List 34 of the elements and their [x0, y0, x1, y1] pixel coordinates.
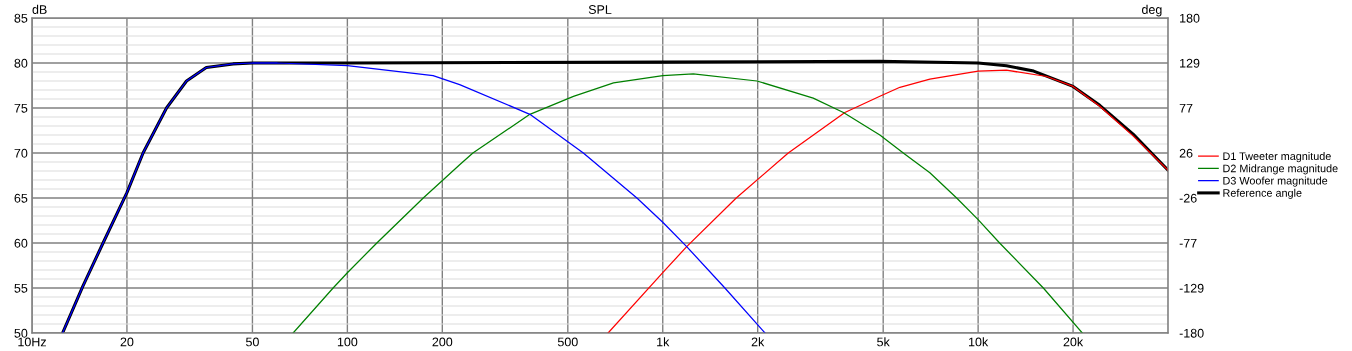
y-tick-label: 75	[14, 103, 28, 113]
y-tick-label: 55	[14, 283, 28, 293]
x-tick-label: 20	[120, 337, 134, 347]
x-tick-label: 1k	[657, 337, 670, 347]
x-tick-label: 10Hz	[18, 337, 46, 347]
legend-label: Reference angle	[1223, 188, 1302, 199]
y2-tick-label: 77	[1179, 103, 1193, 113]
legend-label: D2 Midrange magnitude	[1223, 164, 1338, 175]
y2-tick-label: 180	[1180, 13, 1200, 23]
legend-label: D3 Woofer magnitude	[1223, 176, 1328, 187]
chart-title: SPL	[588, 5, 612, 14]
y-axis-title: dB	[32, 4, 47, 14]
y2-tick-label: -180	[1179, 328, 1204, 338]
y-tick-label: 70	[14, 148, 28, 158]
y-tick-label: 80	[14, 58, 28, 68]
x-tick-label: 100	[337, 337, 358, 347]
y2-tick-label: 26	[1179, 148, 1193, 158]
x-tick-label: 500	[557, 337, 578, 347]
y2-tick-label: -77	[1179, 238, 1197, 248]
x-tick-label: 5k	[877, 337, 890, 347]
y2-tick-label: -129	[1179, 283, 1204, 293]
y-tick-label: 50	[14, 328, 28, 338]
y2-tick-label: -26	[1179, 193, 1197, 203]
y2-tick-label: 129	[1180, 58, 1200, 68]
y-tick-label: 65	[14, 193, 28, 203]
x-tick-label: 2k	[751, 337, 765, 347]
legend-label: D1 Tweeter magnitude	[1223, 152, 1331, 163]
x-tick-label: 50	[245, 337, 259, 347]
x-tick-label: 200	[432, 337, 453, 347]
y-tick-label: 60	[14, 238, 28, 248]
x-tick-label: 10k	[969, 337, 989, 347]
y-tick-label: 85	[14, 13, 28, 23]
x-tick-label: 20k	[1063, 337, 1084, 347]
y2-axis-title: deg	[1141, 4, 1162, 17]
